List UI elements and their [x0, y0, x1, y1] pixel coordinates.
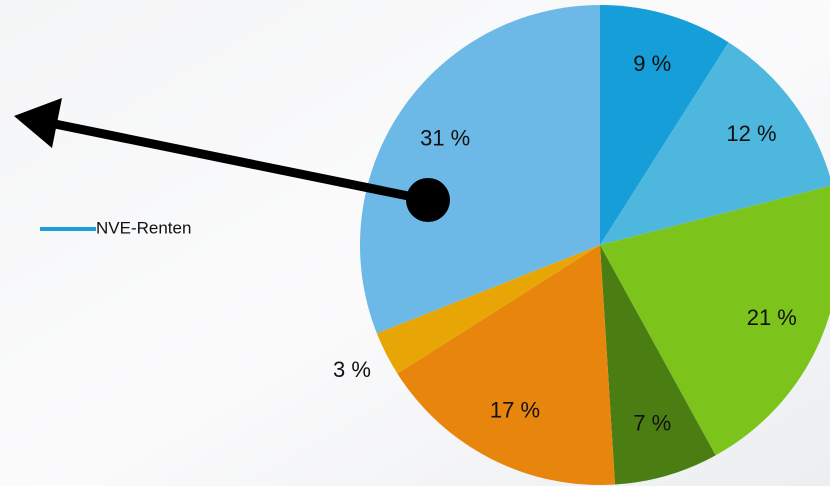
pie-slice	[600, 245, 716, 485]
pie	[359, 5, 830, 485]
arrow-head	[14, 98, 62, 148]
data-label: 3 %	[333, 357, 371, 382]
data-label: 12 %	[726, 121, 776, 146]
pie-slice	[397, 245, 616, 485]
arrow-dot	[406, 178, 450, 222]
pie-slice	[600, 185, 830, 456]
data-label: 31 %	[420, 126, 470, 151]
pie-slice	[600, 42, 830, 245]
pie-slice	[600, 5, 729, 245]
data-label: 9 %	[633, 51, 671, 76]
legend-label: NVE-Renten	[96, 218, 191, 237]
data-label: 17 %	[490, 398, 540, 423]
pie-slice	[376, 245, 600, 374]
data-label: 21 %	[747, 305, 797, 330]
data-label: 7 %	[633, 411, 671, 436]
pie-slice	[359, 5, 600, 334]
arrow-shaft	[49, 118, 429, 205]
